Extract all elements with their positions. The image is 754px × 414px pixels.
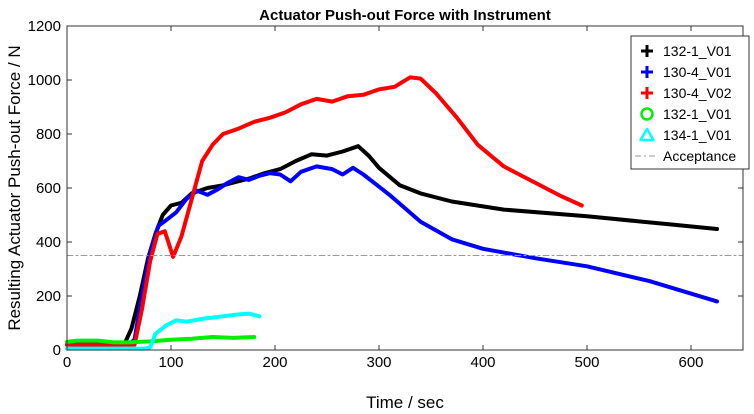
y-tick-label: 800	[36, 126, 61, 143]
y-tick-label: 1000	[28, 72, 61, 89]
x-tick-label: 600	[678, 354, 703, 371]
y-axis-label: Resulting Actuator Push-out Force / N	[5, 45, 24, 330]
series-line-2	[65, 164, 719, 347]
x-tick-label: 0	[63, 354, 71, 371]
legend-label: 130-4_V01	[663, 64, 732, 80]
x-tick-label: 200	[262, 354, 287, 371]
y-tick-label: 200	[36, 288, 61, 305]
x-tick-label: 500	[574, 354, 599, 371]
legend: 132-1_V01 130-4_V01 130-4_V02 132-1_V01 134-…	[630, 35, 750, 170]
tick-layer: 0 100 200 300 400 500 600 0 200 400 600 800 1000 1200	[28, 18, 743, 371]
legend-label: Acceptance	[663, 148, 736, 164]
series-line-3	[65, 75, 584, 347]
x-tick-label: 400	[470, 354, 495, 371]
legend-triangle-icon	[639, 127, 655, 142]
y-tick-label: 600	[36, 180, 61, 197]
legend-plus-icon	[641, 66, 653, 78]
legend-plus-icon	[641, 87, 653, 99]
series-line-4	[65, 335, 257, 345]
legend-label: 132-1_V01	[663, 43, 732, 59]
x-tick-label: 100	[158, 354, 183, 371]
legend-label: 132-1_V01	[663, 106, 732, 122]
legend-label: 134-1_V01	[663, 127, 732, 143]
series-line-5	[65, 311, 262, 351]
chart-title: Actuator Push-out Force with Instrument	[259, 7, 551, 24]
legend-plus-icon	[641, 45, 653, 57]
legend-box	[630, 35, 750, 170]
y-tick-label: 1200	[28, 18, 61, 35]
legend-circle-icon	[640, 107, 654, 121]
legend-label: 130-4_V02	[663, 85, 732, 101]
x-tick-label: 300	[366, 354, 391, 371]
series-layer	[65, 75, 744, 351]
y-tick-label: 0	[53, 342, 61, 359]
y-tick-label: 400	[36, 234, 61, 251]
x-axis-label: Time / sec	[366, 393, 444, 412]
